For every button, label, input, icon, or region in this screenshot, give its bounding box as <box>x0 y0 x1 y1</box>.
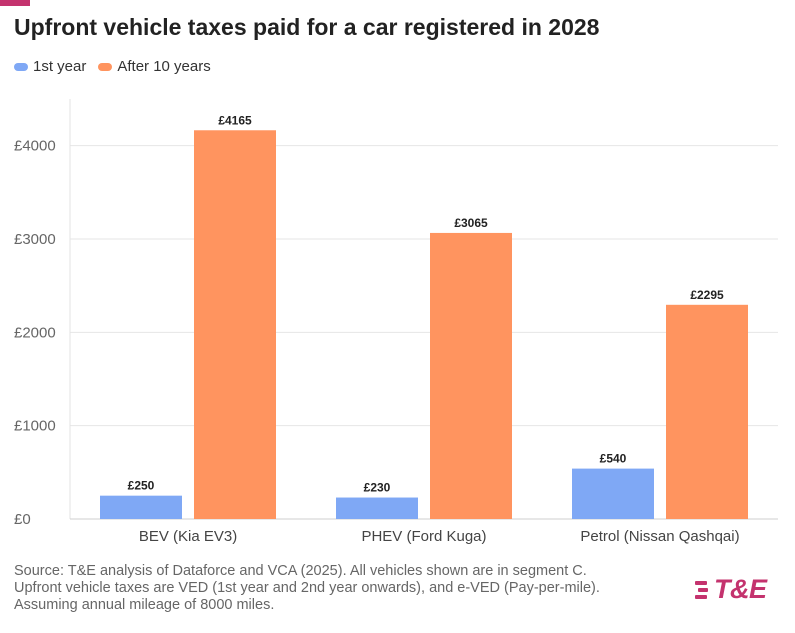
chart-title: Upfront vehicle taxes paid for a car reg… <box>14 14 600 40</box>
y-tick-label: £2000 <box>14 324 56 341</box>
legend-swatch-after-10-years <box>98 62 113 71</box>
data-label: £4165 <box>218 113 252 127</box>
source-line: Source: T&E analysis of Dataforce and VC… <box>14 563 587 579</box>
y-tick-label: £4000 <box>14 138 56 155</box>
legend-swatch-first-year <box>14 62 28 71</box>
source-line: Assuming annual mileage of 8000 miles. <box>14 597 275 613</box>
bar <box>572 468 654 519</box>
data-label: £2295 <box>690 288 724 302</box>
x-tick-label: BEV (Kia EV3) <box>139 528 237 545</box>
bar-chart: £0 £1000 £2000 £3000 £4000 £250 £4165 BEV (Kia … <box>14 99 778 545</box>
te-logo-stripes-icon <box>695 580 708 599</box>
x-tick-label: PHEV (Ford Kuga) <box>361 528 486 545</box>
x-tick-label: Petrol (Nissan Qashqai) <box>580 528 739 545</box>
legend-label-after-10-years: After 10 years <box>117 58 211 75</box>
te-logo-text: T&E <box>714 574 767 604</box>
source-note: Source: T&E analysis of Dataforce and VC… <box>14 563 674 614</box>
bar <box>430 232 512 519</box>
te-logo: T&E <box>694 574 767 605</box>
bar <box>100 495 182 519</box>
legend-label-first-year: 1st year <box>33 58 87 75</box>
brand-accent-bar <box>0 0 30 6</box>
bar <box>666 304 748 519</box>
data-label: £250 <box>128 479 155 493</box>
bar <box>336 497 418 519</box>
data-label: £3065 <box>454 216 488 230</box>
bar <box>194 130 276 519</box>
chart-legend: 1st year After 10 years <box>14 58 223 75</box>
data-label: £230 <box>364 481 391 495</box>
y-tick-label: £0 <box>14 511 31 528</box>
legend-item-after-10-years: After 10 years <box>98 58 211 75</box>
source-line: Upfront vehicle taxes are VED (1st year … <box>14 580 600 596</box>
data-label: £540 <box>600 452 627 466</box>
y-tick-label: £3000 <box>14 231 56 248</box>
legend-item-first-year: 1st year <box>14 58 86 75</box>
y-tick-label: £1000 <box>14 418 56 435</box>
